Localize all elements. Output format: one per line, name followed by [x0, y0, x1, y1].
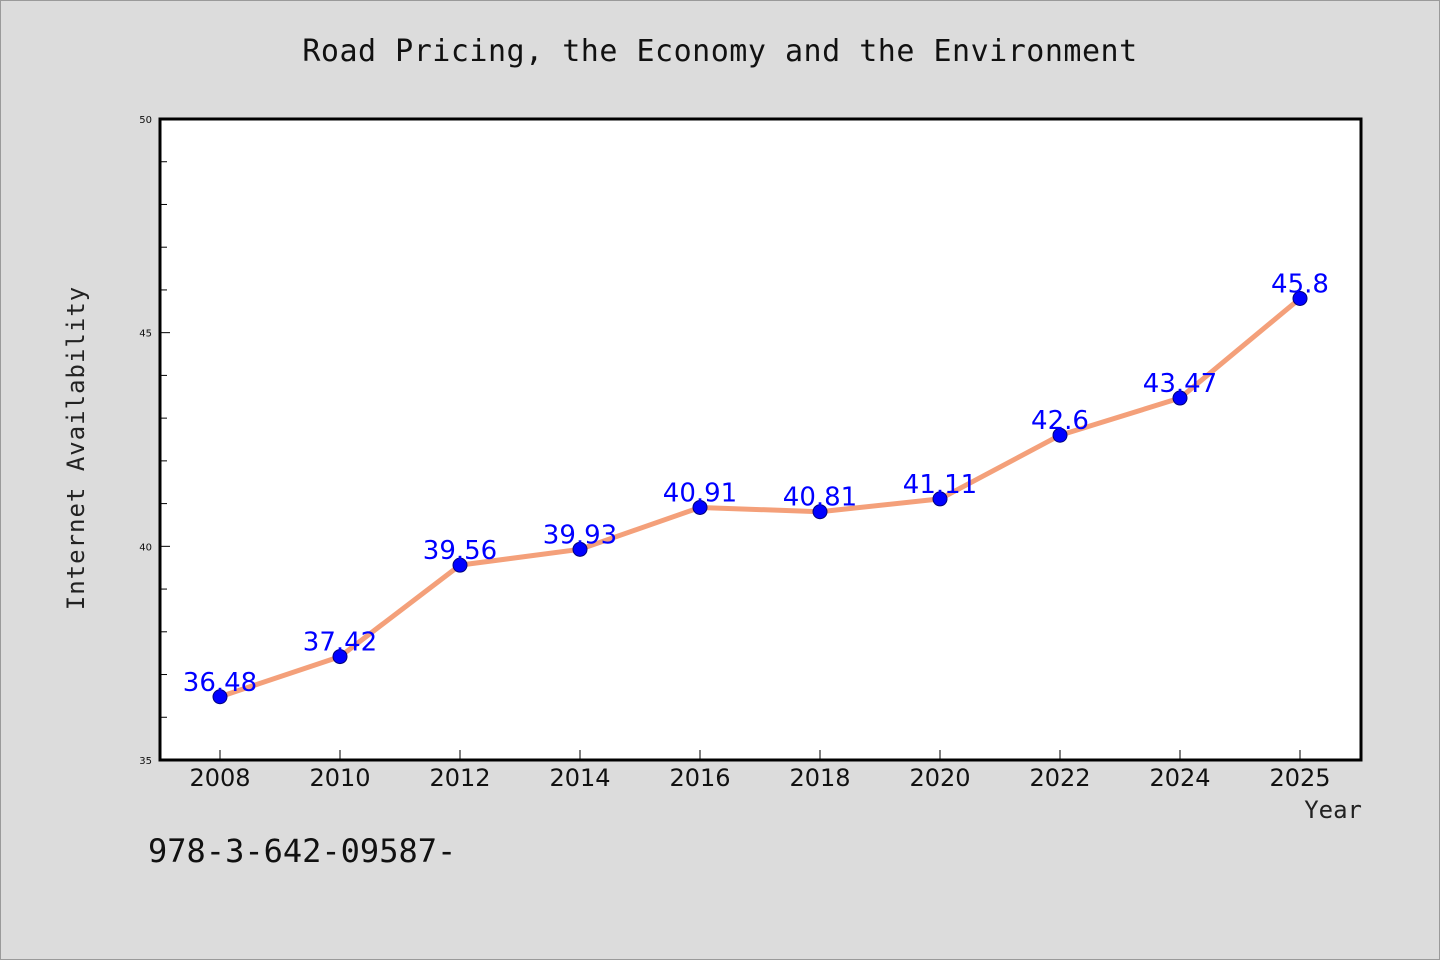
- data-label: 42.6: [1031, 406, 1089, 436]
- x-tick-label: 2010: [309, 764, 370, 792]
- data-point: [212, 689, 228, 705]
- data-point: [1172, 390, 1188, 406]
- data-label: 37.42: [303, 628, 377, 658]
- x-tick-label: 2018: [789, 764, 850, 792]
- data-label: 39.56: [423, 536, 497, 566]
- data-point: [692, 499, 708, 515]
- series-markers: [212, 290, 1308, 705]
- x-tick-label: 2012: [429, 764, 490, 792]
- x-axis-label: Year: [1304, 796, 1362, 824]
- x-axis-ticks: 2008 2010 2012 2014 2016 2018 2020 2022 2024 2025: [189, 750, 1331, 792]
- x-tick-label: 2008: [189, 764, 250, 792]
- data-label: 45.8: [1271, 269, 1329, 299]
- y-axis-ticks: 35 40 45 50: [139, 115, 170, 767]
- x-tick-label: 2014: [549, 764, 610, 792]
- data-label: 39.93: [543, 520, 617, 550]
- x-tick-label: 2016: [669, 764, 730, 792]
- y-tick-label: 40: [139, 542, 152, 553]
- data-point: [1052, 427, 1068, 443]
- data-label: 43.47: [1143, 369, 1217, 399]
- series-line: [217, 295, 1303, 700]
- data-label: 40.81: [783, 483, 857, 513]
- data-point: [332, 649, 348, 665]
- data-label: 40.91: [663, 478, 737, 508]
- data-label: 41.11: [903, 470, 977, 500]
- x-tick-label: 2025: [1269, 764, 1330, 792]
- data-point: [812, 504, 828, 520]
- data-label: 36.48: [183, 668, 257, 698]
- y-tick-label: 45: [139, 329, 152, 340]
- data-point: [452, 557, 468, 573]
- data-point: [932, 491, 948, 507]
- data-labels: 36.48 37.42 39.56 39.93 40.91 40.81 41.11 42.6 4…: [183, 269, 1329, 697]
- data-point: [572, 541, 588, 557]
- y-tick-label: 35: [139, 756, 152, 767]
- footnote-isbn: 978-3-642-09587-: [148, 832, 457, 870]
- y-tick-label: 50: [139, 115, 152, 126]
- x-tick-label: 2022: [1029, 764, 1090, 792]
- chart-title: Road Pricing, the Economy and the Enviro…: [302, 34, 1138, 69]
- x-tick-label: 2024: [1149, 764, 1210, 792]
- plot-area: [158, 117, 1363, 762]
- x-tick-label: 2020: [909, 764, 970, 792]
- data-point: [1292, 290, 1308, 306]
